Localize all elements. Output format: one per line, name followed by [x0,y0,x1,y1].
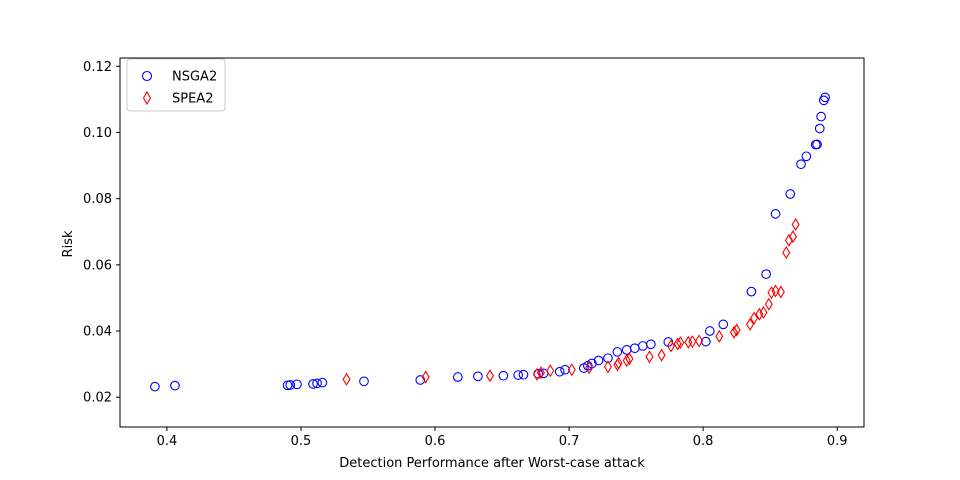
y-tick-label: 0.06 [83,258,112,273]
nsga2-point [761,269,771,279]
nsga2-point [593,355,604,366]
nsga2-point [285,380,296,390]
nsga2-point [820,92,830,103]
nsga2-point [785,189,796,199]
y-tick-label: 0.10 [83,126,112,141]
spea2-point [755,307,764,321]
nsga2-point [308,379,318,389]
series-spea2 [342,217,800,386]
nsga2-point [518,369,529,380]
spea2-point [771,284,780,298]
spea2-point [645,350,654,364]
y-axis-label: Risk [61,230,76,257]
legend-marker-spea2 [142,90,152,106]
nsga2-point [646,339,656,350]
nsga2-point [170,380,180,391]
spea2-point [676,336,685,350]
spea2-point [782,246,791,260]
y-tick-label: 0.02 [83,391,112,406]
spea2-point [746,317,755,331]
nsga2-point [796,159,806,170]
legend-box [126,58,226,112]
nsga2-point [587,358,597,369]
nsga2-point [513,370,523,380]
spea2-point [759,305,768,320]
spea2-point [788,230,797,244]
spea2-point [750,311,759,325]
nsga2-point [801,151,812,162]
x-axis: 0.4 0.5 0.6 0.7 0.8 0.9 [157,427,848,449]
y-axis: 0.02 0.04 0.06 0.08 0.10 0.12 [83,60,120,406]
x-tick-label: 0.6 [425,434,446,449]
nsga2-point [770,209,781,219]
spea2-point [567,363,576,377]
spea2-point [715,329,724,343]
plot-area [150,92,830,392]
nsga2-point [718,319,729,330]
legend-marker-nsga2 [141,70,153,82]
spea2-point [546,364,555,378]
nsga2-point [312,378,322,389]
x-tick-label: 0.4 [157,434,178,449]
y-tick-label: 0.12 [83,60,112,75]
spea2-point [684,335,693,349]
spea2-point [625,352,634,366]
x-tick-label: 0.5 [291,434,312,449]
nsga2-point [816,111,826,122]
nsga2-point [560,364,570,375]
series-nsga2 [150,92,830,392]
spea2-point [688,335,697,349]
nsga2-point [814,123,825,134]
nsga2-point [150,381,160,392]
spea2-point [657,348,666,362]
nsga2-point [603,353,613,364]
legend-label-spea2: SPEA2 [172,92,213,107]
nsga2-point [292,379,302,390]
spea2-point [776,285,785,299]
nsga2-point [359,376,369,387]
spea2-point [732,323,741,337]
y-tick-label: 0.08 [83,192,112,207]
legend: NSGA2 SPEA2 [126,58,226,112]
nsga2-point [498,370,509,381]
nsga2-point [554,366,565,377]
nsga2-point [317,377,328,388]
spea2-point [622,353,631,368]
spea2-point [342,372,351,386]
spea2-point [585,361,594,375]
nsga2-point [704,326,715,336]
spea2-point [614,356,623,370]
axes-frame [119,57,865,428]
spea2-point [695,334,704,348]
x-axis-label: Detection Performance after Worst-case a… [339,456,645,471]
nsga2-point [746,286,757,297]
spea2-point [673,337,682,351]
legend-label-nsga2: NSGA2 [172,70,217,85]
spea2-point [603,360,613,374]
nsga2-point [473,371,483,382]
spea2-point [767,286,776,300]
x-tick-label: 0.7 [559,434,580,449]
spea2-point [536,366,545,380]
spea2-point [532,367,541,381]
nsga2-point [612,347,623,357]
nsga2-point [812,139,822,150]
spea2-point [666,339,676,353]
spea2-point [421,370,430,384]
spea2-point [729,325,739,339]
x-tick-label: 0.9 [827,434,848,449]
x-tick-label: 0.8 [693,434,714,449]
spea2-point [485,369,495,383]
y-tick-label: 0.04 [83,325,112,340]
spea2-point [791,217,800,232]
nsga2-point [452,372,463,382]
spea2-point [764,297,773,311]
